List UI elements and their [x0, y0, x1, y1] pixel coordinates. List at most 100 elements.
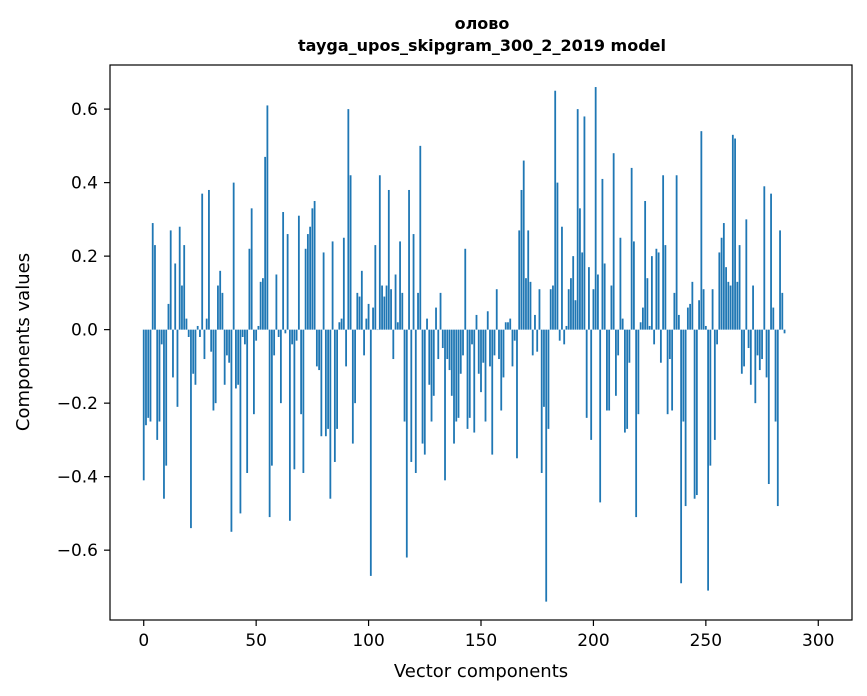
bar: [457, 329, 460, 418]
bar: [691, 281, 694, 330]
chart-subtitle: tayga_upos_skipgram_300_2_2019 model: [298, 36, 666, 55]
bar: [646, 278, 649, 330]
bar: [266, 105, 269, 330]
bar: [293, 329, 296, 470]
bar: [545, 329, 548, 602]
bar: [327, 329, 329, 429]
bar: [610, 285, 613, 330]
bar: [329, 329, 332, 499]
bar: [338, 322, 341, 330]
bar: [644, 200, 647, 330]
bar: [311, 208, 314, 330]
x-tick-label: 0: [138, 631, 149, 651]
bar: [208, 189, 210, 330]
bar: [594, 87, 597, 330]
bar: [720, 237, 723, 330]
bar: [149, 329, 152, 422]
bar: [529, 281, 532, 330]
bar: [482, 329, 485, 363]
bar: [394, 274, 397, 330]
bar: [489, 329, 491, 367]
bar: [363, 329, 365, 356]
bar: [237, 329, 240, 385]
y-tick-label: 0.2: [71, 247, 98, 267]
bar: [313, 200, 316, 330]
bar: [677, 314, 680, 330]
bar: [347, 109, 350, 330]
bar: [277, 329, 280, 337]
bar: [437, 329, 440, 360]
bar: [428, 329, 431, 385]
bar: [239, 329, 242, 514]
bar: [262, 278, 264, 330]
bar: [297, 215, 300, 330]
bar: [295, 329, 298, 341]
bar: [185, 318, 188, 330]
bar: [169, 230, 172, 330]
bar: [612, 153, 615, 330]
bar: [592, 289, 595, 330]
bar: [619, 237, 622, 330]
bar: [608, 329, 611, 411]
bar: [315, 329, 318, 367]
bar: [446, 329, 449, 360]
bar: [358, 296, 361, 330]
bar: [203, 329, 206, 360]
bar: [466, 329, 469, 429]
bar: [471, 329, 473, 345]
bar: [525, 278, 527, 330]
bar: [468, 329, 471, 418]
bar: [767, 329, 770, 485]
bar: [383, 296, 386, 330]
bar: [241, 329, 244, 337]
bar: [333, 329, 336, 462]
bar: [217, 285, 219, 330]
bar: [390, 289, 392, 330]
bar: [309, 226, 312, 330]
bar: [172, 329, 174, 378]
bar: [682, 329, 685, 422]
bar: [630, 167, 633, 330]
bar: [552, 285, 554, 330]
bar: [228, 329, 231, 363]
bar: [464, 248, 467, 330]
bar: [606, 329, 608, 411]
bar: [367, 303, 370, 330]
bar: [410, 329, 413, 462]
bar: [486, 311, 489, 330]
bar: [635, 329, 638, 518]
bar: [704, 325, 707, 330]
bar: [668, 329, 671, 360]
bar: [747, 329, 750, 349]
bar: [561, 226, 563, 330]
bar: [684, 329, 687, 507]
y-tick-label: −0.4: [57, 468, 98, 488]
bar: [572, 256, 575, 330]
bar: [581, 252, 584, 330]
bar: [504, 322, 507, 330]
bar: [617, 329, 620, 356]
bar: [520, 189, 523, 330]
bar: [372, 307, 374, 330]
bar: [448, 329, 451, 371]
bar: [396, 322, 399, 330]
x-tick-label: 300: [802, 631, 834, 651]
bar: [417, 292, 419, 330]
bar: [695, 329, 698, 496]
bar: [279, 329, 282, 404]
bar: [401, 292, 404, 330]
bar: [432, 329, 435, 396]
bar: [615, 329, 617, 396]
bar: [473, 329, 476, 433]
bar: [405, 329, 408, 558]
bar: [745, 219, 748, 330]
bar: [414, 329, 417, 473]
bar: [671, 329, 674, 411]
bar: [268, 329, 271, 518]
bar: [540, 329, 543, 473]
bar: [336, 329, 338, 429]
bar: [538, 289, 541, 330]
bar: [783, 329, 786, 334]
bar: [342, 237, 345, 330]
bar: [527, 230, 530, 330]
